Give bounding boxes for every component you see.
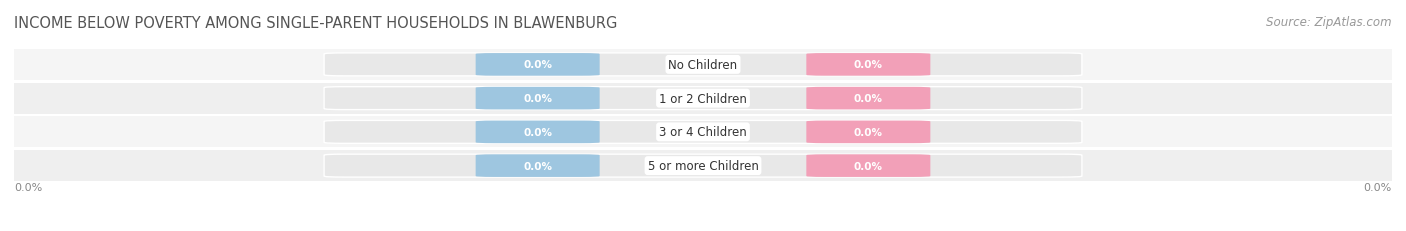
FancyBboxPatch shape [14, 150, 1392, 181]
FancyBboxPatch shape [323, 54, 1083, 76]
Text: 0.0%: 0.0% [853, 161, 883, 171]
FancyBboxPatch shape [323, 87, 1083, 110]
Text: INCOME BELOW POVERTY AMONG SINGLE-PARENT HOUSEHOLDS IN BLAWENBURG: INCOME BELOW POVERTY AMONG SINGLE-PARENT… [14, 16, 617, 31]
FancyBboxPatch shape [807, 121, 931, 143]
FancyBboxPatch shape [14, 50, 1392, 81]
FancyBboxPatch shape [475, 121, 599, 143]
FancyBboxPatch shape [14, 83, 1392, 114]
Text: No Children: No Children [668, 59, 738, 72]
Text: 0.0%: 0.0% [523, 60, 553, 70]
Text: 0.0%: 0.0% [14, 182, 42, 192]
FancyBboxPatch shape [475, 54, 599, 76]
Text: 5 or more Children: 5 or more Children [648, 159, 758, 172]
FancyBboxPatch shape [807, 88, 931, 110]
Text: 0.0%: 0.0% [853, 127, 883, 137]
Text: 0.0%: 0.0% [523, 161, 553, 171]
Text: 1 or 2 Children: 1 or 2 Children [659, 92, 747, 105]
FancyBboxPatch shape [475, 155, 599, 177]
Text: 0.0%: 0.0% [1364, 182, 1392, 192]
Text: 0.0%: 0.0% [853, 94, 883, 104]
FancyBboxPatch shape [323, 121, 1083, 144]
Text: 0.0%: 0.0% [523, 127, 553, 137]
Text: 0.0%: 0.0% [523, 94, 553, 104]
FancyBboxPatch shape [807, 155, 931, 177]
Text: Source: ZipAtlas.com: Source: ZipAtlas.com [1267, 16, 1392, 29]
FancyBboxPatch shape [475, 88, 599, 110]
FancyBboxPatch shape [807, 54, 931, 76]
FancyBboxPatch shape [14, 117, 1392, 148]
Text: 0.0%: 0.0% [853, 60, 883, 70]
Text: 3 or 4 Children: 3 or 4 Children [659, 126, 747, 139]
FancyBboxPatch shape [323, 155, 1083, 177]
